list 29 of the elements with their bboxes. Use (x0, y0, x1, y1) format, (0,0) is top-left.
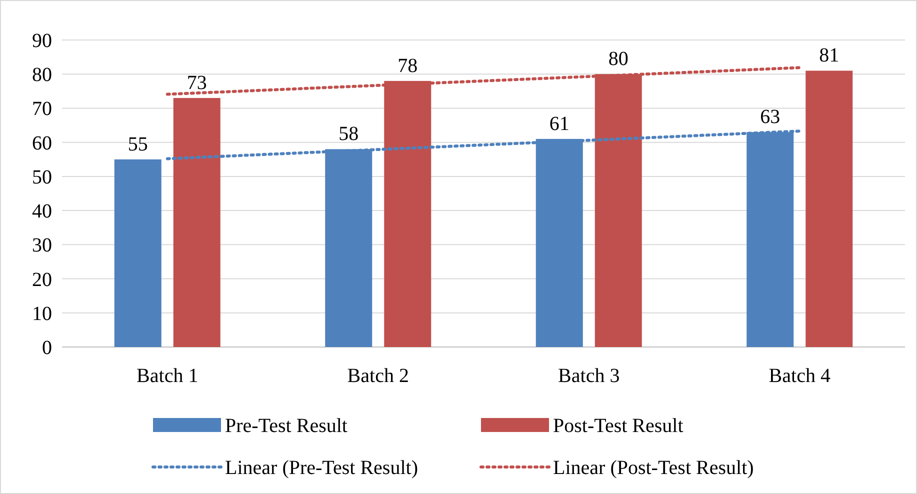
y-tick-label: 30 (32, 234, 52, 257)
data-label: 78 (398, 54, 418, 77)
legend-label: Linear (Post-Test Result) (553, 457, 754, 479)
x-tick-label: Batch 2 (347, 365, 409, 387)
x-tick-label: Batch 1 (136, 365, 198, 387)
data-label: 58 (338, 123, 359, 146)
data-label: 81 (819, 44, 840, 67)
data-label: 73 (186, 72, 207, 94)
y-tick-label: 90 (32, 30, 52, 52)
data-label: 63 (760, 106, 780, 128)
legend-label: Pre-Test Result (225, 415, 348, 437)
legend-label: Linear (Pre-Test Result) (225, 457, 418, 479)
x-tick-label: Batch 4 (768, 365, 830, 387)
y-tick-label: 0 (42, 337, 52, 359)
y-tick-label: 10 (32, 302, 52, 325)
y-tick-label: 70 (32, 98, 52, 120)
y-tick-label: 80 (32, 64, 52, 86)
x-tick-label: Batch 3 (558, 365, 620, 387)
y-tick-label: 50 (32, 166, 52, 188)
y-tick-label: 20 (32, 268, 52, 291)
legend-label: Post-Test Result (553, 415, 684, 437)
data-label: 55 (128, 133, 148, 156)
bar (114, 159, 162, 347)
y-tick-label: 40 (32, 200, 52, 223)
data-label: 61 (549, 112, 570, 135)
bar (806, 70, 853, 347)
bar (173, 98, 220, 347)
data-label: 80 (608, 48, 628, 70)
y-tick-label: 60 (32, 132, 52, 154)
